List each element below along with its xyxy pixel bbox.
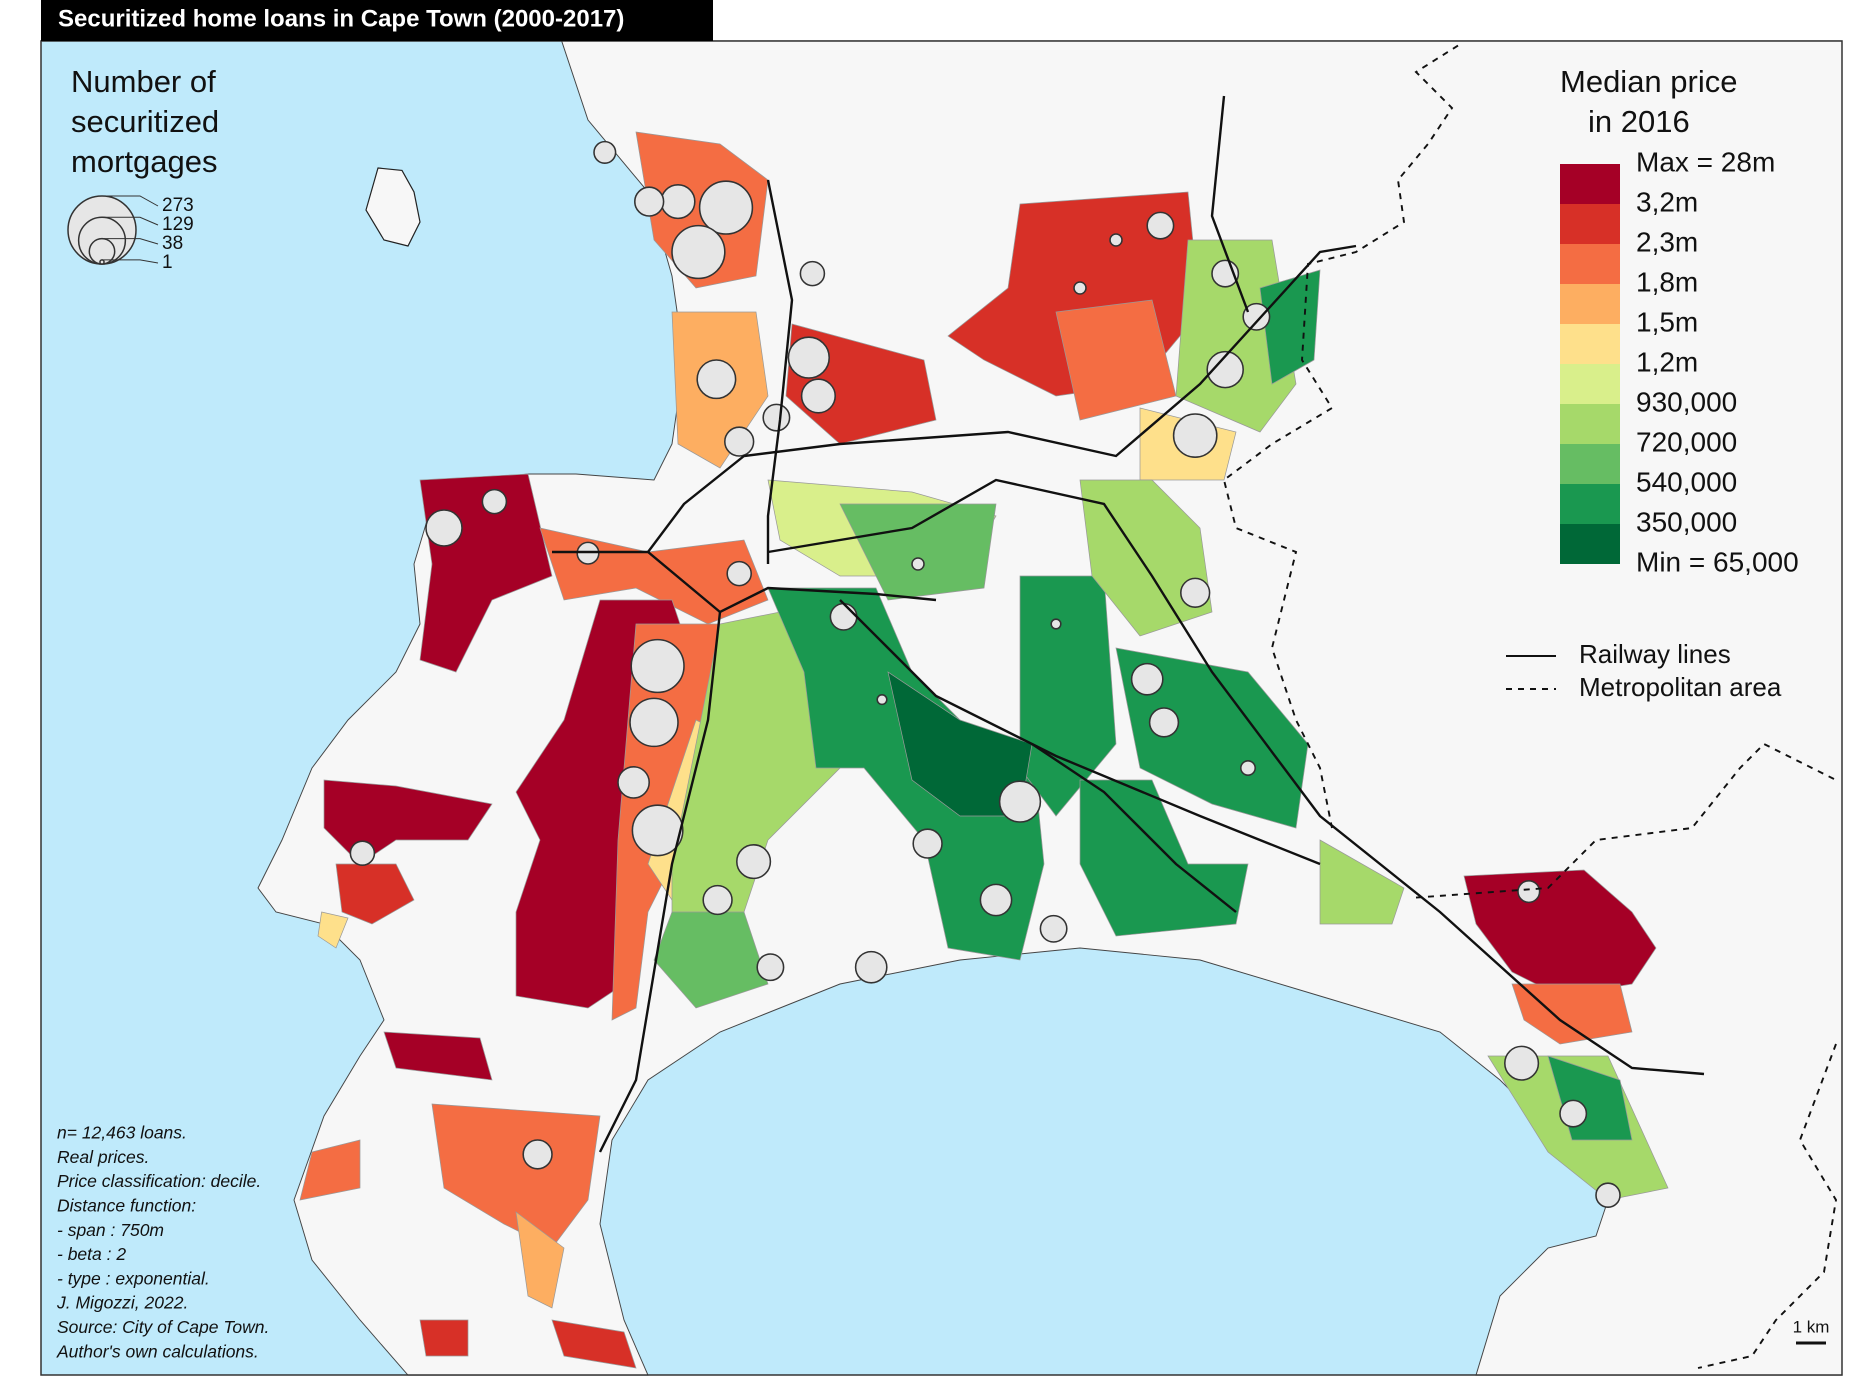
color-legend-label: 930,000 xyxy=(1636,386,1737,417)
size-legend-title: mortgages xyxy=(71,144,217,179)
map-frame xyxy=(40,40,1843,1376)
color-legend-label: 350,000 xyxy=(1636,506,1737,537)
color-legend-label: 1,5m xyxy=(1636,306,1698,337)
note: Author's own calculations. xyxy=(56,1341,259,1361)
robben-island xyxy=(365,167,421,247)
line-legend-label: Railway lines xyxy=(1579,639,1731,669)
note: Distance function: xyxy=(57,1196,196,1216)
size-legend-title: Number of xyxy=(71,64,216,99)
color-legend-title: Median price xyxy=(1560,64,1737,99)
color-legend-swatch xyxy=(1560,204,1620,244)
size-legend-label: 129 xyxy=(162,214,194,235)
color-legend-swatch xyxy=(1560,164,1620,204)
basemap xyxy=(40,40,1843,1376)
color-legend-title: in 2016 xyxy=(1588,104,1690,139)
metro-boundary xyxy=(1222,44,1838,1369)
size-legend-leader xyxy=(102,238,159,245)
size-legend-label: 273 xyxy=(162,195,194,216)
color-legend-label: 1,8m xyxy=(1636,266,1698,297)
size-legend-leader xyxy=(102,216,159,226)
note: - span : 750m xyxy=(57,1220,164,1240)
note: Real prices. xyxy=(57,1147,149,1167)
color-legend-swatch xyxy=(1560,444,1620,484)
size-legend-label: 38 xyxy=(162,233,183,254)
color-legend-label: 540,000 xyxy=(1636,466,1737,497)
color-legend-label: 720,000 xyxy=(1636,426,1737,457)
title-box xyxy=(41,0,713,41)
title: Securitized home loans in Cape Town (200… xyxy=(58,5,624,32)
loan-circles xyxy=(349,140,1621,1208)
color-legend-label: 1,2m xyxy=(1636,346,1698,377)
color-legend-label: 2,3m xyxy=(1636,226,1698,257)
line-legend-label: Metropolitan area xyxy=(1579,672,1782,702)
color-legend-swatch xyxy=(1560,404,1620,444)
color-legend-swatch xyxy=(1560,324,1620,364)
size-legend-label: 1 xyxy=(162,252,173,273)
note: J. Migozzi, 2022. xyxy=(56,1293,188,1313)
color-legend-swatch xyxy=(1560,284,1620,324)
color-legend-swatch xyxy=(1560,244,1620,284)
note: n= 12,463 loans. xyxy=(57,1123,187,1143)
color-legend-swatch xyxy=(1560,364,1620,404)
note: - beta : 2 xyxy=(57,1244,126,1264)
scale-bar-label: 1 km xyxy=(1793,1317,1830,1336)
note: Source: City of Cape Town. xyxy=(57,1317,269,1337)
size-legend-circle xyxy=(99,259,105,265)
size-legend-leader xyxy=(102,259,159,264)
color-legend-label: Min = 65,000 xyxy=(1636,546,1799,577)
color-legend-swatch xyxy=(1560,524,1620,564)
railways xyxy=(552,95,1705,1153)
color-legend-label: 3,2m xyxy=(1636,186,1698,217)
size-legend-leader xyxy=(102,195,159,207)
color-legend-label: Max = 28m xyxy=(1636,146,1775,177)
size-legend-title: securitized xyxy=(71,104,219,139)
color-legend-swatch xyxy=(1560,484,1620,524)
note: Price classification: decile. xyxy=(57,1171,261,1191)
note: - type : exponential. xyxy=(57,1268,210,1288)
